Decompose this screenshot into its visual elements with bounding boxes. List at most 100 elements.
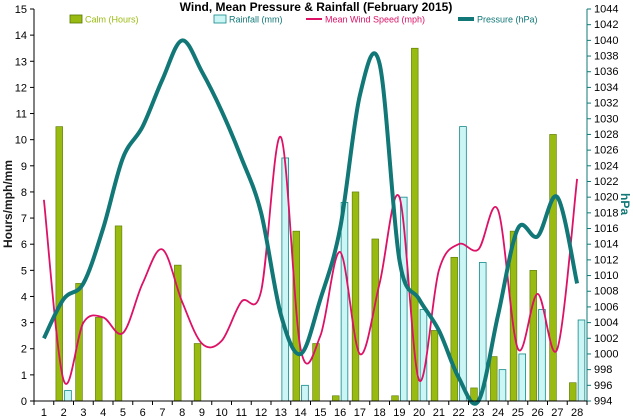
rainfall-bar: [64, 390, 72, 402]
x-tick-label: 18: [374, 407, 386, 418]
x-tick-label: 21: [433, 407, 445, 418]
rainfall-bar: [498, 369, 507, 402]
y-right-tick-label: 1044: [594, 4, 618, 16]
x-tick-label: 6: [140, 407, 146, 418]
x-tick-label: 25: [512, 407, 524, 418]
y-right-tick-label: 1032: [594, 98, 618, 110]
calm-bar: [114, 225, 123, 402]
y-axis-right-title: hPa: [618, 193, 632, 215]
x-tick-label: 2: [61, 407, 67, 418]
bars-layer: [55, 47, 586, 402]
calm-bar: [450, 256, 458, 402]
y-right-tick-label: 1016: [594, 223, 618, 235]
pressure-line: [42, 38, 580, 406]
legend-label: Rainfall (mm): [229, 15, 283, 25]
y-left-tick-label: 9: [21, 161, 27, 173]
y-right-tick-label: 1012: [594, 254, 618, 266]
y-left-tick-label: 10: [15, 135, 27, 147]
lines-layer: [42, 38, 580, 406]
y-axis-left-title: Hours/mph/mm: [1, 160, 15, 248]
y-right-tick-label: 1028: [594, 129, 618, 141]
y-right-tick-label: 1042: [594, 19, 618, 31]
legend-swatch: [213, 14, 227, 24]
y-right-tick-label: 998: [594, 364, 612, 376]
calm-bar: [193, 343, 202, 402]
legend: Calm (Hours) Rainfall (mm) Mean Wind Speed…: [69, 14, 538, 25]
y-right-tick-label: 1006: [594, 301, 618, 313]
y-left-tick-label: 5: [21, 265, 27, 277]
x-tick-label: 26: [532, 407, 544, 418]
y-left-tick-label: 7: [21, 213, 27, 225]
y-left-tick-label: 0: [21, 396, 27, 408]
x-tick-label: 17: [354, 407, 366, 418]
y-right-tick-label: 1040: [594, 35, 618, 47]
y-right-tick-label: 1008: [594, 286, 618, 298]
x-tick-label: 12: [255, 407, 267, 418]
rainfall-bar: [538, 309, 546, 402]
y-left-tick-label: 14: [15, 30, 27, 42]
y-left-tick-label: 12: [15, 82, 27, 94]
rainfall-bar: [518, 353, 526, 402]
y-left-tick-label: 11: [16, 109, 27, 121]
y-right-tick-label: 1018: [594, 207, 618, 219]
calm-bar: [351, 191, 360, 402]
rainfall-bar: [340, 201, 349, 402]
y-right-tick-label: 1002: [594, 333, 618, 345]
rainfall-bar: [577, 319, 586, 402]
wind-speed-line: [43, 136, 578, 385]
x-tick-label: 4: [100, 407, 106, 418]
y-right-tick-label: 1036: [594, 66, 618, 78]
y-right-tick-label: 996: [594, 380, 612, 392]
y-right-tick-label: 1038: [594, 51, 618, 63]
y-right-tick-label: 1022: [594, 176, 618, 188]
x-tick-label: 10: [216, 407, 228, 418]
x-tick-label: 28: [571, 407, 583, 418]
x-tick-label: 16: [334, 407, 346, 418]
calm-bar: [174, 264, 182, 402]
y-right-tick-label: 1034: [594, 82, 618, 94]
x-tick-label: 13: [275, 407, 287, 418]
x-tick-label: 5: [120, 407, 126, 418]
y-right-tick-label: 1020: [594, 192, 618, 204]
calm-bar: [490, 356, 498, 402]
y-right-tick-label: 1014: [594, 239, 618, 251]
x-tick-label: 23: [472, 407, 484, 418]
calm-bar: [332, 395, 340, 402]
y-left-tick-label: 13: [15, 56, 27, 68]
x-tick-label: 9: [199, 407, 205, 418]
y-left-tick-label: 3: [21, 318, 27, 330]
x-tick-label: 11: [236, 407, 247, 418]
calm-bar: [430, 330, 439, 402]
x-tick-label: 20: [413, 407, 425, 418]
y-right-tick-label: 1010: [594, 270, 618, 282]
x-tick-label: 1: [41, 407, 47, 418]
y-right-tick-label: 994: [594, 396, 612, 408]
y-left-tick-label: 8: [21, 187, 27, 199]
axes-layer: 0123456789101112131415994996998100010021…: [15, 4, 619, 418]
y-right-tick-label: 1030: [594, 113, 618, 125]
calm-bar: [371, 238, 379, 402]
x-tick-label: 3: [80, 407, 86, 418]
rainfall-bar: [459, 126, 467, 402]
y-left-tick-label: 2: [21, 344, 27, 356]
x-tick-label: 14: [295, 407, 307, 418]
y-right-tick-label: 1004: [594, 317, 618, 329]
rainfall-bar: [301, 384, 309, 402]
y-right-tick-label: 1024: [594, 160, 618, 172]
x-tick-label: 27: [551, 407, 563, 418]
legend-label: Calm (Hours): [85, 15, 139, 25]
y-left-tick-label: 6: [21, 239, 27, 251]
calm-bar: [549, 134, 557, 402]
x-tick-label: 8: [179, 407, 185, 418]
calm-bar: [75, 283, 83, 402]
legend-swatch: [69, 14, 83, 24]
y-right-tick-label: 1026: [594, 145, 618, 157]
x-tick-label: 19: [393, 407, 405, 418]
y-right-tick-label: 1000: [594, 348, 618, 360]
y-left-tick-label: 1: [21, 370, 27, 382]
legend-label: Pressure (hPa): [477, 15, 538, 25]
x-tick-label: 24: [492, 407, 504, 418]
chart-title: Wind, Mean Pressure & Rainfall (February…: [180, 0, 453, 14]
